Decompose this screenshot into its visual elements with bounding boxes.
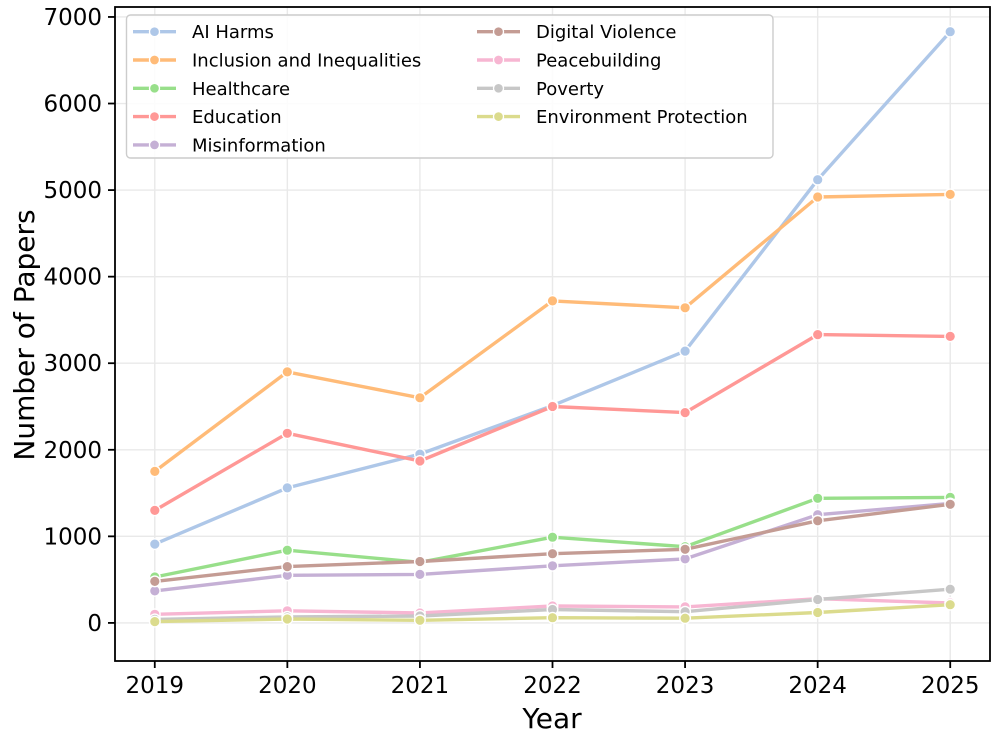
chart-legend: AI Harms Inclusion and Inequalities Health… — [125, 14, 774, 159]
data-point-healthcare-2020 — [281, 544, 294, 557]
x-tick-label: 2022 — [523, 673, 582, 699]
legend-marker-misinformation — [148, 139, 161, 151]
x-tick-label: 2020 — [258, 673, 317, 699]
legend-marker-ai-harms — [148, 26, 161, 38]
data-point-inclusion-and-inequalities-2024 — [811, 190, 824, 203]
x-tick-label: 2019 — [125, 673, 184, 699]
data-point-digital-violence-2025 — [944, 498, 957, 511]
data-point-digital-violence-2022 — [546, 547, 559, 560]
legend-label-digital-violence: Digital Violence — [536, 22, 676, 43]
data-point-inclusion-and-inequalities-2019 — [148, 465, 161, 478]
legend-marker-inclusion-and-inequalities — [148, 54, 161, 66]
legend-marker-education — [148, 110, 161, 123]
legend-label-healthcare: Healthcare — [192, 79, 290, 100]
legend-label-poverty: Poverty — [536, 79, 604, 100]
legend-label-misinformation: Misinformation — [192, 135, 326, 156]
data-point-environment-protection-2019 — [148, 615, 161, 628]
data-point-poverty-2024 — [811, 593, 824, 606]
legend-marker-digital-violence — [492, 26, 505, 38]
x-tick-label: 2021 — [391, 673, 450, 699]
legend-label-ai-harms: AI Harms — [192, 22, 274, 43]
series-education — [148, 328, 957, 517]
data-point-inclusion-and-inequalities-2022 — [546, 294, 559, 307]
legend-item-poverty: Poverty — [477, 79, 604, 100]
data-point-environment-protection-2021 — [413, 614, 426, 627]
legend-marker-poverty — [492, 82, 505, 94]
x-tick-label: 2025 — [921, 673, 980, 699]
legend-item-digital-violence: Digital Violence — [477, 22, 676, 43]
y-tick-label: 1000 — [43, 524, 102, 550]
legend-marker-peacebuilding — [492, 54, 505, 66]
y-tick-label: 6000 — [43, 92, 102, 118]
y-axis-label: Number of Papers — [8, 209, 41, 460]
y-tick-label: 7000 — [43, 5, 102, 31]
legend-box — [125, 14, 774, 159]
chart-series — [148, 25, 957, 628]
data-point-digital-violence-2019 — [148, 575, 161, 588]
x-tick-label: 2024 — [788, 673, 847, 699]
data-point-education-2020 — [281, 427, 294, 440]
data-point-ai-harms-2019 — [148, 538, 161, 551]
data-point-digital-violence-2021 — [413, 555, 426, 568]
series-inclusion-and-inequalities — [148, 188, 957, 478]
data-point-digital-violence-2023 — [679, 543, 692, 556]
legend-marker-environment-protection — [492, 110, 505, 123]
data-point-ai-harms-2020 — [281, 481, 294, 494]
legend-label-peacebuilding: Peacebuilding — [536, 51, 661, 72]
data-point-environment-protection-2023 — [679, 612, 692, 625]
legend-item-peacebuilding: Peacebuilding — [477, 51, 661, 72]
x-axis-label: Year — [521, 702, 582, 735]
data-point-inclusion-and-inequalities-2025 — [944, 188, 957, 201]
data-point-education-2025 — [944, 330, 957, 343]
data-point-ai-harms-2023 — [679, 345, 692, 358]
legend-item-inclusion-and-inequalities: Inclusion and Inequalities — [133, 51, 421, 72]
data-point-inclusion-and-inequalities-2023 — [679, 301, 692, 314]
data-point-environment-protection-2022 — [546, 611, 559, 624]
data-point-misinformation-2021 — [413, 568, 426, 581]
data-point-inclusion-and-inequalities-2021 — [413, 391, 426, 404]
y-tick-label: 0 — [87, 611, 102, 637]
data-point-education-2021 — [413, 455, 426, 468]
x-tick-label: 2023 — [656, 673, 715, 699]
data-point-digital-violence-2020 — [281, 560, 294, 573]
data-point-misinformation-2022 — [546, 559, 559, 572]
data-point-healthcare-2022 — [546, 531, 559, 544]
y-tick-label: 2000 — [43, 438, 102, 464]
series-digital-violence — [148, 498, 957, 588]
data-point-environment-protection-2025 — [944, 598, 957, 611]
y-tick-label: 3000 — [43, 351, 102, 377]
data-point-education-2024 — [811, 328, 824, 341]
legend-label-education: Education — [192, 107, 282, 128]
data-point-environment-protection-2020 — [281, 613, 294, 626]
data-point-poverty-2025 — [944, 583, 957, 596]
legend-item-education: Education — [133, 107, 282, 128]
legend-marker-healthcare — [148, 82, 161, 94]
data-point-ai-harms-2024 — [811, 173, 824, 186]
chart-axes: 0 1000 2000 3000 4000 5000 6000 7000 2019 2020 202… — [43, 5, 991, 699]
legend-item-environment-protection: Environment Protection — [477, 107, 748, 128]
data-point-digital-violence-2024 — [811, 514, 824, 527]
legend-item-ai-harms: AI Harms — [133, 22, 274, 43]
data-point-education-2023 — [679, 406, 692, 419]
data-point-education-2019 — [148, 504, 161, 517]
data-point-healthcare-2024 — [811, 492, 824, 505]
data-point-education-2022 — [546, 400, 559, 413]
series-environment-protection — [148, 598, 957, 628]
data-point-inclusion-and-inequalities-2020 — [281, 365, 294, 378]
y-tick-label: 5000 — [43, 178, 102, 204]
legend-label-environment-protection: Environment Protection — [536, 107, 748, 128]
legend-item-misinformation: Misinformation — [133, 135, 326, 156]
legend-item-healthcare: Healthcare — [133, 79, 290, 100]
y-tick-label: 4000 — [43, 265, 102, 291]
data-point-ai-harms-2025 — [944, 25, 957, 38]
data-point-environment-protection-2024 — [811, 606, 824, 619]
legend-label-inclusion-and-inequalities: Inclusion and Inequalities — [192, 51, 421, 72]
